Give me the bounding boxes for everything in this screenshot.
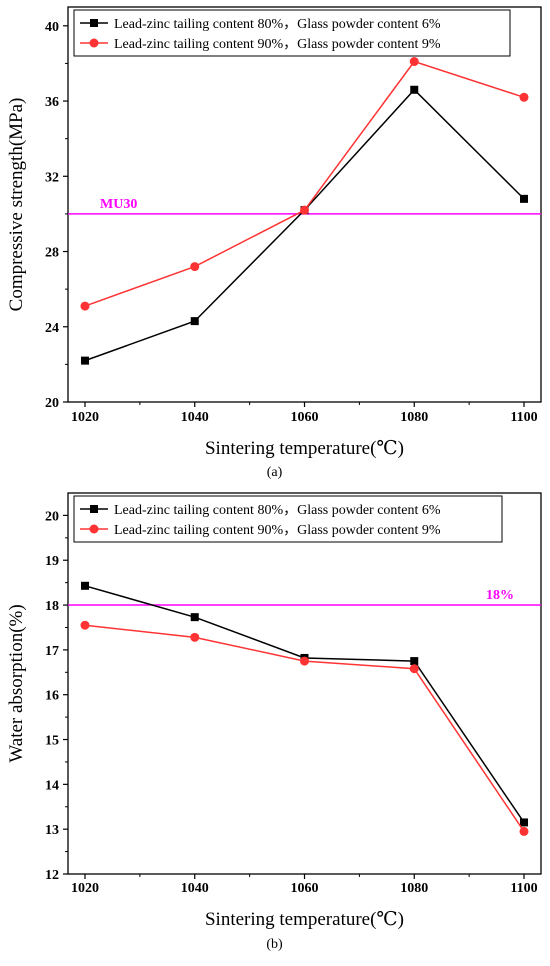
data-point-square [190, 613, 199, 622]
x-tick-label: 1040 [181, 881, 209, 896]
x-tick-label: 1020 [71, 410, 99, 425]
data-point-circle [190, 262, 200, 272]
y-tick-label: 40 [45, 20, 59, 35]
x-tick-label: 1100 [510, 410, 537, 425]
x-tick-label: 1080 [400, 881, 428, 896]
data-point-circle [409, 664, 419, 674]
data-point-circle [80, 620, 90, 630]
legend-marker-square [90, 19, 98, 27]
y-tick-label: 36 [45, 95, 59, 110]
legend-marker-circle [89, 524, 99, 534]
x-tick-label: 1020 [71, 881, 99, 896]
y-tick-label: 19 [45, 554, 59, 569]
data-point-circle [190, 632, 200, 642]
x-tick-label: 1060 [291, 881, 319, 896]
data-point-circle [519, 92, 529, 102]
y-tick-label: 24 [45, 321, 59, 336]
y-tick-label: 15 [45, 734, 59, 749]
panel-label: (a) [267, 465, 283, 480]
data-point-square [190, 317, 199, 326]
y-tick-label: 12 [45, 868, 59, 883]
x-axis-title: Sintering temperature(℃) [205, 909, 404, 930]
series-line-1 [84, 585, 525, 823]
data-point-square [81, 581, 89, 590]
data-point-square [410, 85, 419, 94]
x-tick-label: 1060 [291, 410, 319, 425]
plot-frame [67, 6, 542, 403]
data-point-circle [300, 656, 309, 666]
series-line-1 [84, 88, 525, 362]
y-tick-label: 20 [45, 509, 59, 524]
legend-marker-circle [89, 38, 99, 48]
series-line-2 [84, 60, 525, 307]
legend-label: Lead-zinc tailing content 80%，Glass powd… [114, 503, 441, 518]
y-tick-label: 14 [45, 778, 59, 793]
y-axis-title: Compressive strength(MPa) [6, 98, 27, 312]
reference-line-label: 18% [486, 588, 514, 603]
x-tick-label: 1080 [400, 410, 428, 425]
y-tick-label: 13 [45, 823, 59, 838]
legend: Lead-zinc tailing content 80%，Glass powd… [73, 495, 503, 543]
plot-frame [67, 492, 542, 875]
data-point-square [410, 657, 419, 666]
legend-label: Lead-zinc tailing content 90%，Glass powd… [114, 37, 441, 52]
y-axis-title: Water absorption(%) [6, 604, 27, 762]
y-tick-label: 17 [45, 644, 59, 659]
legend-label: Lead-zinc tailing content 80%，Glass powd… [114, 17, 441, 32]
data-point-square [520, 194, 528, 203]
data-point-circle [519, 826, 529, 836]
legend-marker-square [90, 505, 98, 513]
x-tick-label: 1040 [181, 410, 209, 425]
reference-line-label: MU30 [100, 197, 137, 212]
legend-box [73, 495, 503, 543]
panel-label: (b) [266, 937, 283, 952]
legend-label: Lead-zinc tailing content 90%，Glass powd… [114, 523, 441, 538]
data-point-circle [300, 205, 309, 215]
chart-panel-1: 1020 1040 1060 1080 1100 20 24 28 32 36 40 Sinterin… [6, 6, 542, 480]
data-point-circle [409, 57, 419, 67]
y-tick-label: 20 [45, 396, 59, 411]
x-axis-title: Sintering temperature(℃) [205, 438, 404, 459]
y-tick-label: 18 [45, 599, 59, 614]
legend: Lead-zinc tailing content 80%，Glass powd… [73, 9, 511, 57]
x-tick-label: 1100 [510, 881, 537, 896]
y-tick-label: 16 [45, 689, 59, 704]
data-point-square [520, 818, 528, 827]
y-tick-label: 32 [45, 170, 59, 185]
y-tick-label: 28 [45, 246, 59, 261]
data-point-square [81, 356, 89, 365]
legend-box [73, 9, 511, 57]
data-point-circle [80, 301, 90, 311]
chart-panel-2: 1020 1040 1060 1080 1100 12 13 14 15 16 17 18 19 20 Si… [6, 492, 542, 952]
